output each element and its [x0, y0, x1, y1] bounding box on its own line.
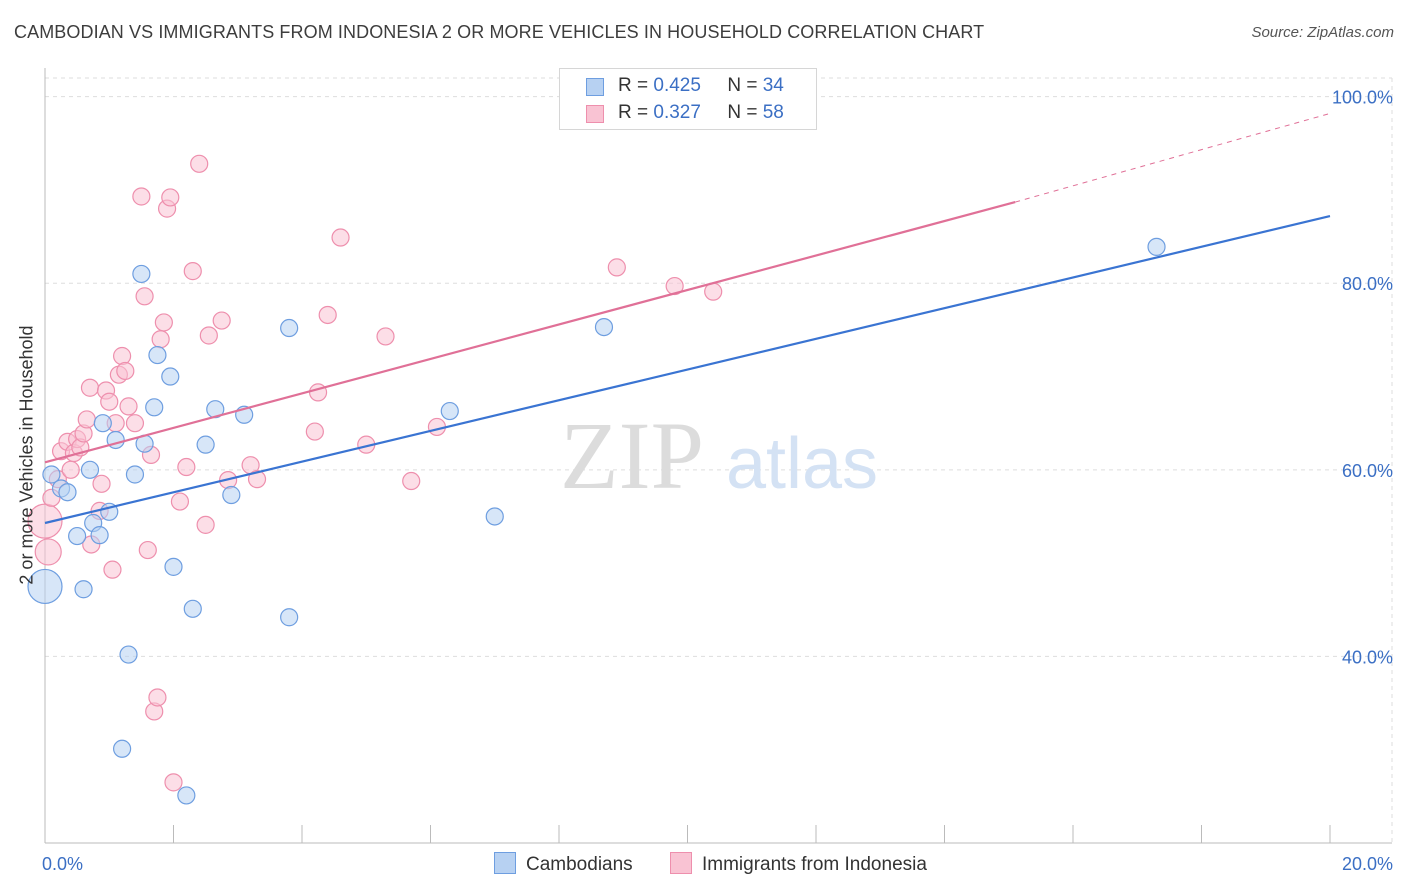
indonesia-point-24 [125, 414, 145, 433]
indonesia-point-54 [607, 258, 626, 277]
x-tick-label-0: 0.0% [42, 854, 83, 874]
indonesia-point-25 [132, 187, 151, 206]
y-tick-label-1: 60.0% [1342, 461, 1393, 481]
indonesia-point-35 [164, 773, 183, 792]
cambodians-point-25 [222, 485, 241, 505]
source-label: Source: ZipAtlas.com [1251, 24, 1394, 41]
indonesia-point-6 [61, 460, 80, 479]
cambodians-point-15 [132, 264, 151, 284]
cambodians-point-21 [177, 786, 196, 805]
indonesia-point-41 [199, 326, 218, 345]
indonesia-point-38 [183, 262, 202, 281]
r-value-indonesia: 0.327 [653, 102, 701, 123]
watermark-atlas: atlas [726, 424, 878, 504]
cambodians-trend-line [44, 215, 1331, 525]
cambodians-point-19 [161, 367, 180, 386]
indonesia-point-31 [151, 330, 170, 349]
legend-label-cambodians: Cambodians [526, 854, 633, 875]
r-value-cambodians: 0.425 [653, 75, 701, 96]
indonesia-point-22 [116, 361, 135, 381]
indonesia-point-1 [34, 538, 62, 566]
n-label: N = [727, 75, 758, 96]
cambodians-point-29 [440, 401, 459, 421]
chart-title: CAMBODIAN VS IMMIGRANTS FROM INDONESIA 2… [14, 22, 985, 42]
legend-label-indonesia: Immigrants from Indonesia [702, 854, 927, 875]
legend-item-cambodians[interactable]: Cambodians [494, 852, 633, 876]
indonesia-trend-line [44, 201, 1016, 464]
indonesia-trend-extension [1015, 112, 1331, 203]
indonesia-point-12 [80, 378, 100, 397]
indonesia-point-46 [305, 422, 324, 441]
cambodians-point-1 [42, 465, 61, 484]
indonesia-point-27 [138, 540, 157, 560]
correlation-legend: R = 0.425 N = 34 R = 0.327 N = 58 [559, 68, 817, 130]
cambodians-point-27 [280, 318, 299, 338]
cambodians-point-13 [119, 645, 138, 664]
x-tick-label-1: 20.0% [1342, 854, 1393, 874]
cambodians-point-9 [93, 414, 112, 433]
r-label: R = [618, 102, 649, 123]
indonesia-point-18 [103, 560, 122, 579]
indonesia-point-48 [318, 305, 337, 325]
indonesia-point-17 [100, 392, 119, 411]
cambodians-point-28 [280, 608, 299, 627]
y-tick-label-0: 40.0% [1342, 647, 1393, 667]
cambodians-point-8 [90, 526, 109, 545]
n-value-indonesia: 58 [762, 102, 784, 123]
series-cambodians-points [27, 237, 1166, 805]
n-label: N = [727, 102, 758, 123]
indonesia-point-40 [196, 515, 215, 534]
legend-item-indonesia[interactable]: Immigrants from Indonesia [670, 852, 927, 876]
cambodians-point-32 [1147, 237, 1166, 256]
legend-swatch-pink [586, 105, 604, 123]
legend-swatch-blue [586, 78, 604, 96]
cambodians-point-12 [112, 739, 132, 758]
indonesia-point-34 [161, 188, 180, 207]
trend-lines [44, 112, 1331, 525]
indonesia-point-39 [190, 154, 209, 173]
series-indonesia-points [27, 154, 723, 792]
cambodians-point-31 [594, 317, 614, 337]
cambodians-point-5 [74, 580, 93, 599]
cambodians-point-14 [125, 465, 145, 484]
watermark-zip: ZIP [560, 402, 704, 509]
cambodians-point-4 [68, 526, 87, 546]
indonesia-point-49 [331, 228, 350, 247]
r-label: R = [618, 75, 649, 96]
indonesia-point-11 [77, 410, 96, 429]
cambodians-point-23 [196, 435, 215, 454]
legend-swatch-pink [670, 852, 692, 874]
cambodians-point-6 [80, 460, 100, 479]
indonesia-point-37 [177, 457, 196, 477]
watermark: ZIP atlas [560, 402, 878, 509]
indonesia-point-26 [135, 287, 154, 306]
indonesia-point-45 [247, 470, 267, 489]
cambodians-point-0 [27, 568, 63, 605]
indonesia-point-15 [92, 474, 111, 493]
indonesia-point-23 [119, 397, 138, 416]
cambodians-point-3 [58, 483, 77, 502]
indonesia-point-32 [154, 313, 173, 332]
indonesia-point-21 [112, 346, 132, 366]
indonesia-point-51 [376, 327, 395, 346]
cambodians-point-30 [485, 507, 504, 526]
n-value-cambodians: 34 [762, 75, 784, 96]
cambodians-point-17 [145, 398, 164, 417]
cambodians-point-20 [164, 557, 183, 576]
indonesia-point-42 [212, 311, 231, 330]
y-tick-label-2: 80.0% [1342, 274, 1393, 294]
y-axis-label: 2 or more Vehicles in Household [16, 325, 37, 585]
indonesia-point-52 [402, 471, 421, 491]
cambodians-point-22 [183, 599, 202, 618]
cambodians-point-18 [148, 345, 167, 365]
indonesia-point-36 [170, 492, 190, 511]
indonesia-point-30 [148, 688, 167, 707]
tick-labels: 40.0% 60.0% 80.0% 100.0% 0.0% 20.0% [42, 88, 1393, 874]
legend-swatch-blue [494, 852, 516, 874]
axes [44, 68, 1392, 844]
y-tick-label-3: 100.0% [1332, 88, 1393, 108]
